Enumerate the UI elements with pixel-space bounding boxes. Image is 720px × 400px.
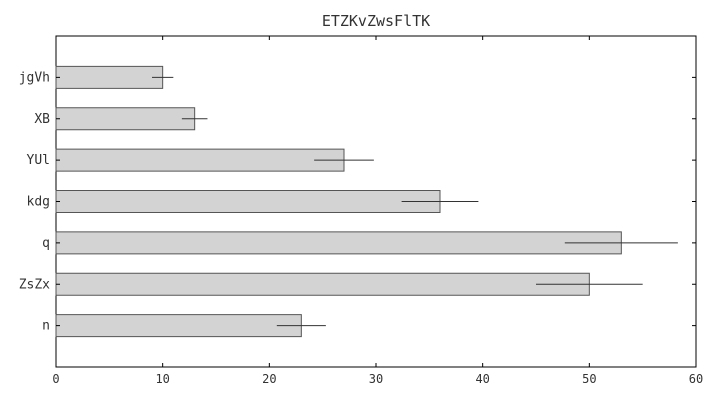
chart-title: ETZKvZwsFlTK bbox=[322, 12, 430, 30]
x-tick-label: 50 bbox=[582, 372, 596, 386]
category-label: q bbox=[42, 236, 50, 251]
x-tick-label: 30 bbox=[369, 372, 383, 386]
category-label: jgVh bbox=[19, 70, 50, 85]
x-tick-label: 40 bbox=[475, 372, 489, 386]
plot-area: jgVh XB YUl kdg q ZsZx n 0 10 20 30 40 50 60 bbox=[19, 36, 704, 386]
bar-n bbox=[56, 315, 301, 337]
bar-XB bbox=[56, 108, 195, 130]
category-label: kdg bbox=[27, 195, 50, 210]
bar-ZsZx bbox=[56, 273, 589, 295]
x-tick-label: 60 bbox=[689, 372, 703, 386]
category-label: XB bbox=[34, 112, 50, 127]
category-label: n bbox=[42, 319, 50, 334]
bar-kdg bbox=[56, 191, 440, 213]
bar-YUl bbox=[56, 149, 344, 171]
x-tick-label: 10 bbox=[155, 372, 169, 386]
x-tick-label: 0 bbox=[52, 372, 59, 386]
bar-q bbox=[56, 232, 621, 254]
bar-jgVh bbox=[56, 66, 163, 88]
x-tick-label: 20 bbox=[262, 372, 276, 386]
category-label: ZsZx bbox=[19, 277, 50, 292]
category-label: YUl bbox=[27, 153, 50, 168]
